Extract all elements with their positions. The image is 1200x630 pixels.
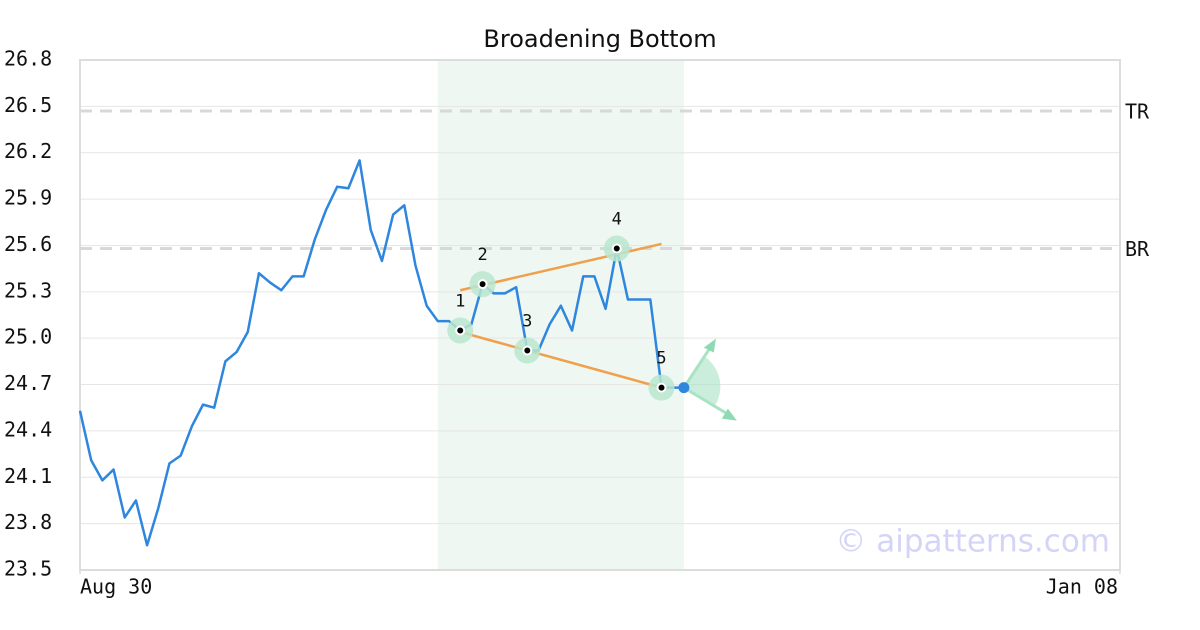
trendline (459, 330, 662, 389)
projection-arrow (682, 342, 715, 389)
projection-fan (683, 356, 721, 408)
x-tick-label: Jan 08 (1046, 575, 1118, 599)
highlight-band (437, 60, 684, 570)
y-tick-label: 25.6 (4, 232, 52, 256)
y-tick-label: 25.0 (4, 325, 52, 349)
y-tick-label: 25.9 (4, 186, 52, 210)
pivot-label: 5 (656, 349, 666, 369)
pivot-point (611, 243, 622, 254)
y-tick-label: 24.4 (4, 417, 52, 441)
pivot-point (522, 345, 533, 356)
y-tick-label: 24.7 (4, 371, 52, 395)
y-tick-label: 26.8 (4, 47, 52, 71)
projection-arrowhead (703, 338, 716, 353)
y-tick-label: 26.2 (4, 139, 52, 163)
x-tick-label: Aug 30 (80, 575, 152, 599)
last-point (678, 382, 690, 394)
pivot-label: 3 (522, 312, 532, 332)
reference-label: TR (1125, 100, 1150, 124)
pivot-point (477, 279, 488, 290)
watermark: © aipatterns.com (835, 524, 1110, 560)
projection-arrowhead (721, 408, 737, 421)
reference-label: BR (1125, 237, 1150, 261)
y-tick-label: 25.3 (4, 278, 52, 302)
chart-title: Broadening Bottom (483, 25, 716, 53)
projection-arrow (683, 386, 733, 418)
y-tick-label: 23.5 (4, 557, 52, 581)
plot-frame (79, 59, 1121, 571)
price-line (78, 159, 684, 547)
pivot-point (656, 382, 667, 393)
y-tick-label: 26.5 (4, 93, 52, 117)
pivot-point (455, 325, 466, 336)
pivot-label: 1 (455, 291, 465, 311)
pivot-label: 2 (477, 245, 487, 265)
y-tick-label: 23.8 (4, 510, 52, 534)
y-tick-label: 24.1 (4, 464, 52, 488)
pivot-label: 4 (612, 210, 622, 230)
